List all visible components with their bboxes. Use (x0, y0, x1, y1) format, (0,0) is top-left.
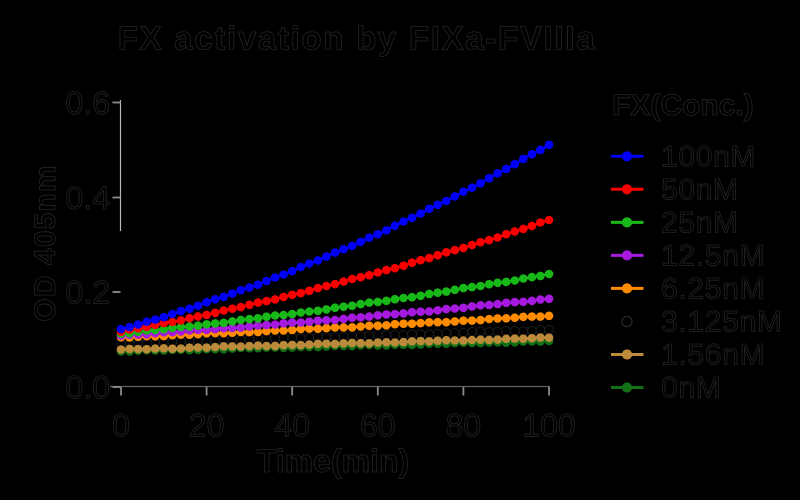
svg-text:80: 80 (446, 408, 482, 444)
svg-text:0: 0 (112, 408, 130, 444)
svg-text:100nM: 100nM (661, 140, 756, 173)
svg-text:0.0: 0.0 (66, 370, 110, 406)
svg-text:FX activation by FIXa-FVIIIa: FX activation by FIXa-FVIIIa (118, 20, 597, 57)
svg-text:40: 40 (274, 408, 310, 444)
svg-text:0.2: 0.2 (66, 275, 110, 311)
svg-text:6.25nM: 6.25nM (661, 272, 765, 305)
svg-text:Time(min): Time(min) (257, 443, 409, 479)
svg-text:0.4: 0.4 (66, 180, 110, 216)
svg-text:1.56nM: 1.56nM (661, 338, 765, 371)
svg-text:100: 100 (522, 408, 575, 444)
svg-text:20: 20 (189, 408, 225, 444)
svg-text:FX(Conc.): FX(Conc.) (612, 89, 754, 122)
svg-text:OD 405nm: OD 405nm (29, 164, 62, 321)
svg-text:50nM: 50nM (661, 173, 739, 206)
svg-text:25nM: 25nM (661, 206, 739, 239)
svg-text:3.125nM: 3.125nM (661, 305, 783, 338)
svg-text:60: 60 (360, 408, 396, 444)
svg-text:0.6: 0.6 (66, 85, 110, 121)
svg-text:0nM: 0nM (661, 372, 721, 405)
svg-text:12.5nM: 12.5nM (661, 239, 765, 272)
